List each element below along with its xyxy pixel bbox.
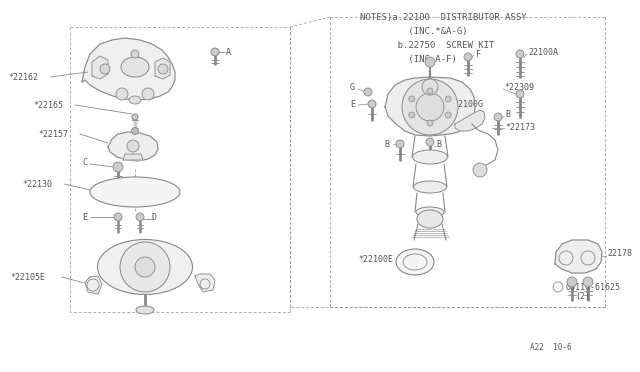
Text: E: E — [350, 99, 355, 109]
Ellipse shape — [121, 57, 149, 77]
Circle shape — [464, 53, 472, 61]
Text: *22165: *22165 — [33, 100, 63, 109]
Circle shape — [445, 96, 451, 102]
Text: b.22750  SCREW KIT: b.22750 SCREW KIT — [360, 41, 494, 49]
Text: *22309: *22309 — [504, 83, 534, 92]
Circle shape — [127, 140, 139, 152]
Text: A: A — [226, 48, 231, 57]
Circle shape — [425, 57, 435, 67]
Circle shape — [402, 79, 458, 135]
Circle shape — [142, 88, 154, 100]
Text: B: B — [505, 109, 510, 119]
Circle shape — [427, 120, 433, 126]
Circle shape — [131, 50, 139, 58]
Ellipse shape — [129, 96, 141, 104]
Text: 22100G: 22100G — [453, 99, 483, 109]
Text: B: B — [384, 140, 389, 148]
Polygon shape — [92, 56, 108, 79]
Circle shape — [445, 112, 451, 118]
Circle shape — [567, 277, 577, 287]
Text: 22100A: 22100A — [528, 48, 558, 57]
Polygon shape — [108, 132, 158, 161]
Text: (INC.A-F): (INC.A-F) — [360, 55, 457, 64]
Ellipse shape — [403, 254, 427, 270]
Circle shape — [416, 93, 444, 121]
Circle shape — [422, 79, 438, 95]
Text: (2): (2) — [575, 292, 590, 301]
Circle shape — [427, 88, 433, 94]
Ellipse shape — [90, 177, 180, 207]
Polygon shape — [82, 38, 175, 100]
Text: *22173: *22173 — [505, 122, 535, 131]
Polygon shape — [555, 240, 602, 273]
Circle shape — [516, 50, 524, 58]
Circle shape — [494, 113, 502, 121]
Text: C: C — [82, 157, 87, 167]
Polygon shape — [195, 274, 215, 292]
Circle shape — [114, 213, 122, 221]
Polygon shape — [455, 110, 485, 131]
Text: 08110-61625: 08110-61625 — [566, 282, 621, 292]
Text: (INC.*&A-G): (INC.*&A-G) — [360, 26, 467, 35]
Text: G: G — [350, 83, 355, 92]
Ellipse shape — [396, 249, 434, 275]
Circle shape — [368, 100, 376, 108]
Text: B: B — [436, 140, 441, 148]
Circle shape — [158, 64, 168, 74]
Circle shape — [100, 64, 110, 74]
Text: *22157: *22157 — [38, 129, 68, 138]
Text: NOTES)a.22100  DISTRIBUTOR ASSY: NOTES)a.22100 DISTRIBUTOR ASSY — [360, 13, 527, 22]
Circle shape — [116, 88, 128, 100]
Circle shape — [113, 162, 123, 172]
Circle shape — [132, 114, 138, 120]
Polygon shape — [385, 77, 475, 136]
Text: A22  10-6: A22 10-6 — [530, 343, 572, 352]
Text: 22178: 22178 — [607, 250, 632, 259]
Text: *22100E: *22100E — [358, 256, 393, 264]
Circle shape — [364, 88, 372, 96]
Circle shape — [409, 112, 415, 118]
Circle shape — [473, 163, 487, 177]
Text: *22105E: *22105E — [10, 273, 45, 282]
Ellipse shape — [417, 210, 443, 228]
Text: F: F — [476, 49, 481, 58]
Ellipse shape — [97, 240, 193, 295]
Polygon shape — [123, 154, 143, 160]
Circle shape — [409, 96, 415, 102]
Circle shape — [583, 277, 593, 287]
Polygon shape — [155, 58, 170, 79]
Circle shape — [131, 128, 138, 135]
Circle shape — [211, 48, 219, 56]
Circle shape — [120, 242, 170, 292]
Circle shape — [136, 213, 144, 221]
Circle shape — [426, 138, 434, 146]
Ellipse shape — [416, 207, 444, 217]
Circle shape — [516, 90, 524, 98]
Ellipse shape — [413, 181, 447, 193]
Text: *22162: *22162 — [8, 73, 38, 81]
Ellipse shape — [413, 150, 447, 164]
Text: D: D — [152, 212, 157, 221]
Circle shape — [396, 140, 404, 148]
Ellipse shape — [136, 306, 154, 314]
Text: E: E — [82, 212, 87, 221]
Circle shape — [135, 257, 155, 277]
Polygon shape — [85, 276, 102, 294]
Text: *22130: *22130 — [22, 180, 52, 189]
